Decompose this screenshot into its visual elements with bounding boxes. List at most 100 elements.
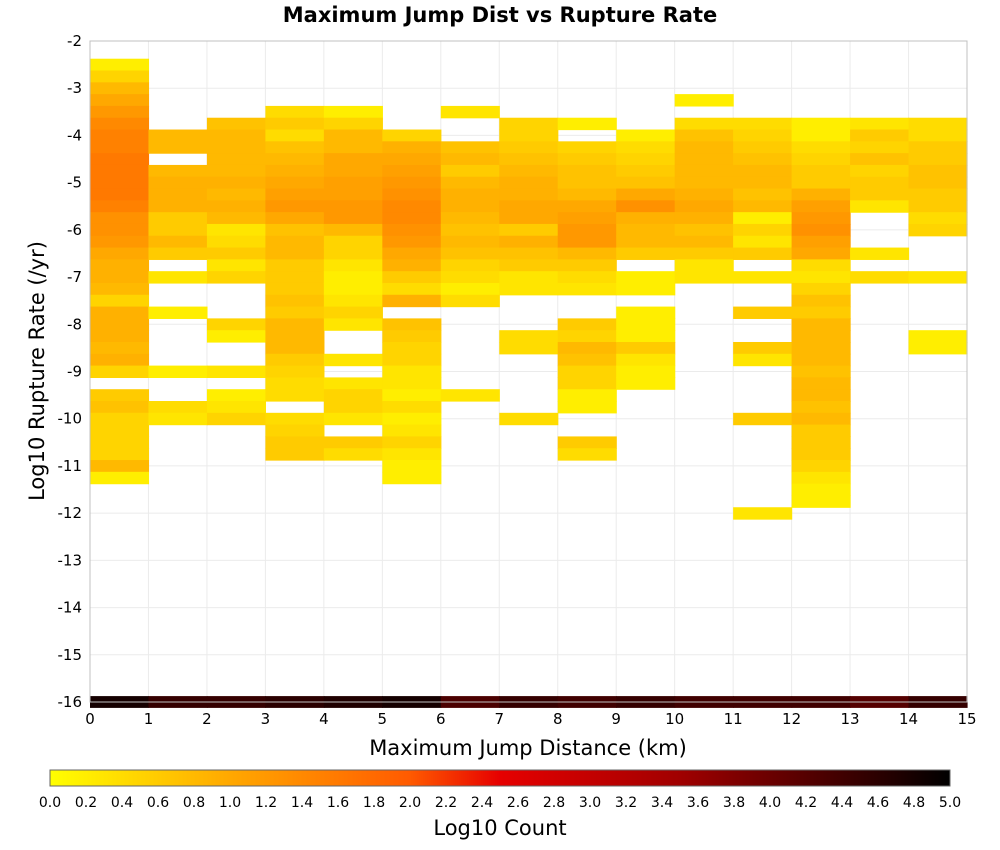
heatmap-cell <box>148 235 208 249</box>
heatmap-cell <box>323 401 383 414</box>
heatmap-cell <box>616 377 676 390</box>
x-axis-ticks: 0 1 2 3 4 5 6 7 8 9 10 11 12 13 14 15 <box>85 710 976 728</box>
heatmap-cell <box>148 212 208 225</box>
y-tick-label: -16 <box>58 693 83 711</box>
heatmap-cell <box>499 200 559 213</box>
heatmap-cell <box>90 365 150 379</box>
heatmap-cell <box>90 141 150 154</box>
heatmap-cell <box>90 200 150 213</box>
heatmap-cell <box>850 153 910 166</box>
heatmap-cell <box>265 117 325 131</box>
heatmap-cell <box>557 200 617 213</box>
heatmap-cell <box>733 129 793 142</box>
heatmap-cell <box>382 129 442 142</box>
heatmap-cell <box>148 188 208 201</box>
colorbar-tick-label: 3.4 <box>651 795 673 811</box>
heatmap-cell <box>908 188 968 201</box>
x-tick-label: 1 <box>144 710 154 728</box>
heatmap-cell <box>733 164 793 178</box>
y-tick-label: -10 <box>58 410 83 428</box>
heatmap-cell <box>265 318 325 331</box>
heatmap-cell <box>557 212 617 225</box>
heatmap-cell <box>557 448 617 461</box>
heatmap-cell <box>148 247 208 260</box>
heatmap-cell <box>791 188 851 201</box>
heatmap-cell <box>90 271 150 284</box>
heatmap-cell <box>674 212 734 225</box>
heatmap-cell <box>323 141 383 154</box>
heatmap-cell <box>265 129 325 142</box>
heatmap-cell <box>616 330 676 343</box>
heatmap-cell <box>206 235 266 249</box>
heatmap-cell <box>382 200 442 213</box>
heatmap-cell <box>323 176 383 190</box>
colorbar-tick-label: 0.2 <box>75 795 97 811</box>
heatmap-cell <box>791 200 851 213</box>
heatmap-cell <box>791 401 851 414</box>
heatmap-cell <box>440 141 500 154</box>
heatmap-cell <box>850 141 910 154</box>
heatmap-cell <box>791 412 851 426</box>
heatmap-cell <box>616 318 676 331</box>
heatmap-cell <box>733 212 793 225</box>
heatmap-cell <box>206 412 266 426</box>
heatmap-cell <box>499 341 559 355</box>
heatmap-cell <box>557 271 617 284</box>
heatmap-cell <box>90 153 150 166</box>
heatmap-cell <box>323 153 383 166</box>
heatmap-cell <box>90 436 150 449</box>
heatmap-cell <box>908 141 968 154</box>
heatmap-cell <box>382 282 442 296</box>
colorbar-ticks: 0.0 0.2 0.4 0.6 0.8 1.0 1.2 1.4 1.6 1.8 2.0 2.2 2.4 2… <box>39 795 961 811</box>
heatmap-cell <box>733 412 793 426</box>
heatmap-cell <box>90 353 150 367</box>
heatmap-cell <box>265 389 325 402</box>
heatmap-cell <box>499 164 559 178</box>
y-tick-label: -3 <box>67 79 82 97</box>
heatmap-cell <box>323 318 383 331</box>
heatmap-cell <box>206 212 266 225</box>
y-tick-label: -6 <box>67 221 82 239</box>
heatmap-cell <box>90 306 150 319</box>
heatmap-cell <box>674 117 734 131</box>
x-tick-label: 15 <box>957 710 976 728</box>
heatmap-cell <box>733 306 793 319</box>
heatmap-cell <box>382 389 442 402</box>
heatmap-cell <box>382 377 442 390</box>
x-axis-title: Maximum Jump Distance (km) <box>369 736 687 760</box>
heatmap-cell <box>148 271 208 284</box>
heatmap-cell <box>440 153 500 166</box>
heatmap-cell <box>206 129 266 142</box>
heatmap-cell <box>791 460 851 473</box>
heatmap-cell <box>908 330 968 343</box>
heatmap-cell <box>323 200 383 213</box>
heatmap-cell <box>616 200 676 213</box>
heatmap-cell <box>265 271 325 284</box>
heatmap-cell <box>674 271 734 284</box>
heatmap-cell <box>791 259 851 272</box>
heatmap-cell <box>382 188 442 201</box>
heatmap-cell <box>265 282 325 296</box>
heatmap-cell <box>499 153 559 166</box>
heatmap-cell <box>733 188 793 201</box>
heatmap-cell <box>850 247 910 260</box>
colorbar-tick-label: 0.4 <box>111 795 133 811</box>
heatmap-cell <box>674 94 734 107</box>
colorbar-tick-label: 1.4 <box>291 795 313 811</box>
heatmap-cell <box>90 176 150 190</box>
x-tick-label: 12 <box>782 710 801 728</box>
heatmap-cell <box>440 389 500 402</box>
heatmap-cell <box>791 282 851 296</box>
heatmap-cell <box>616 223 676 237</box>
heatmap-cell <box>148 164 208 178</box>
colorbar-title: Log10 Count <box>433 816 566 840</box>
heatmap-cell <box>616 188 676 201</box>
heatmap-cell <box>557 389 617 402</box>
heatmap-cell <box>557 223 617 237</box>
heatmap-cell <box>791 176 851 190</box>
colorbar-tick-label: 1.8 <box>363 795 385 811</box>
x-tick-label: 7 <box>494 710 504 728</box>
heatmap-cell <box>733 507 793 520</box>
heatmap-cell <box>323 271 383 284</box>
heatmap-cell <box>323 436 383 449</box>
